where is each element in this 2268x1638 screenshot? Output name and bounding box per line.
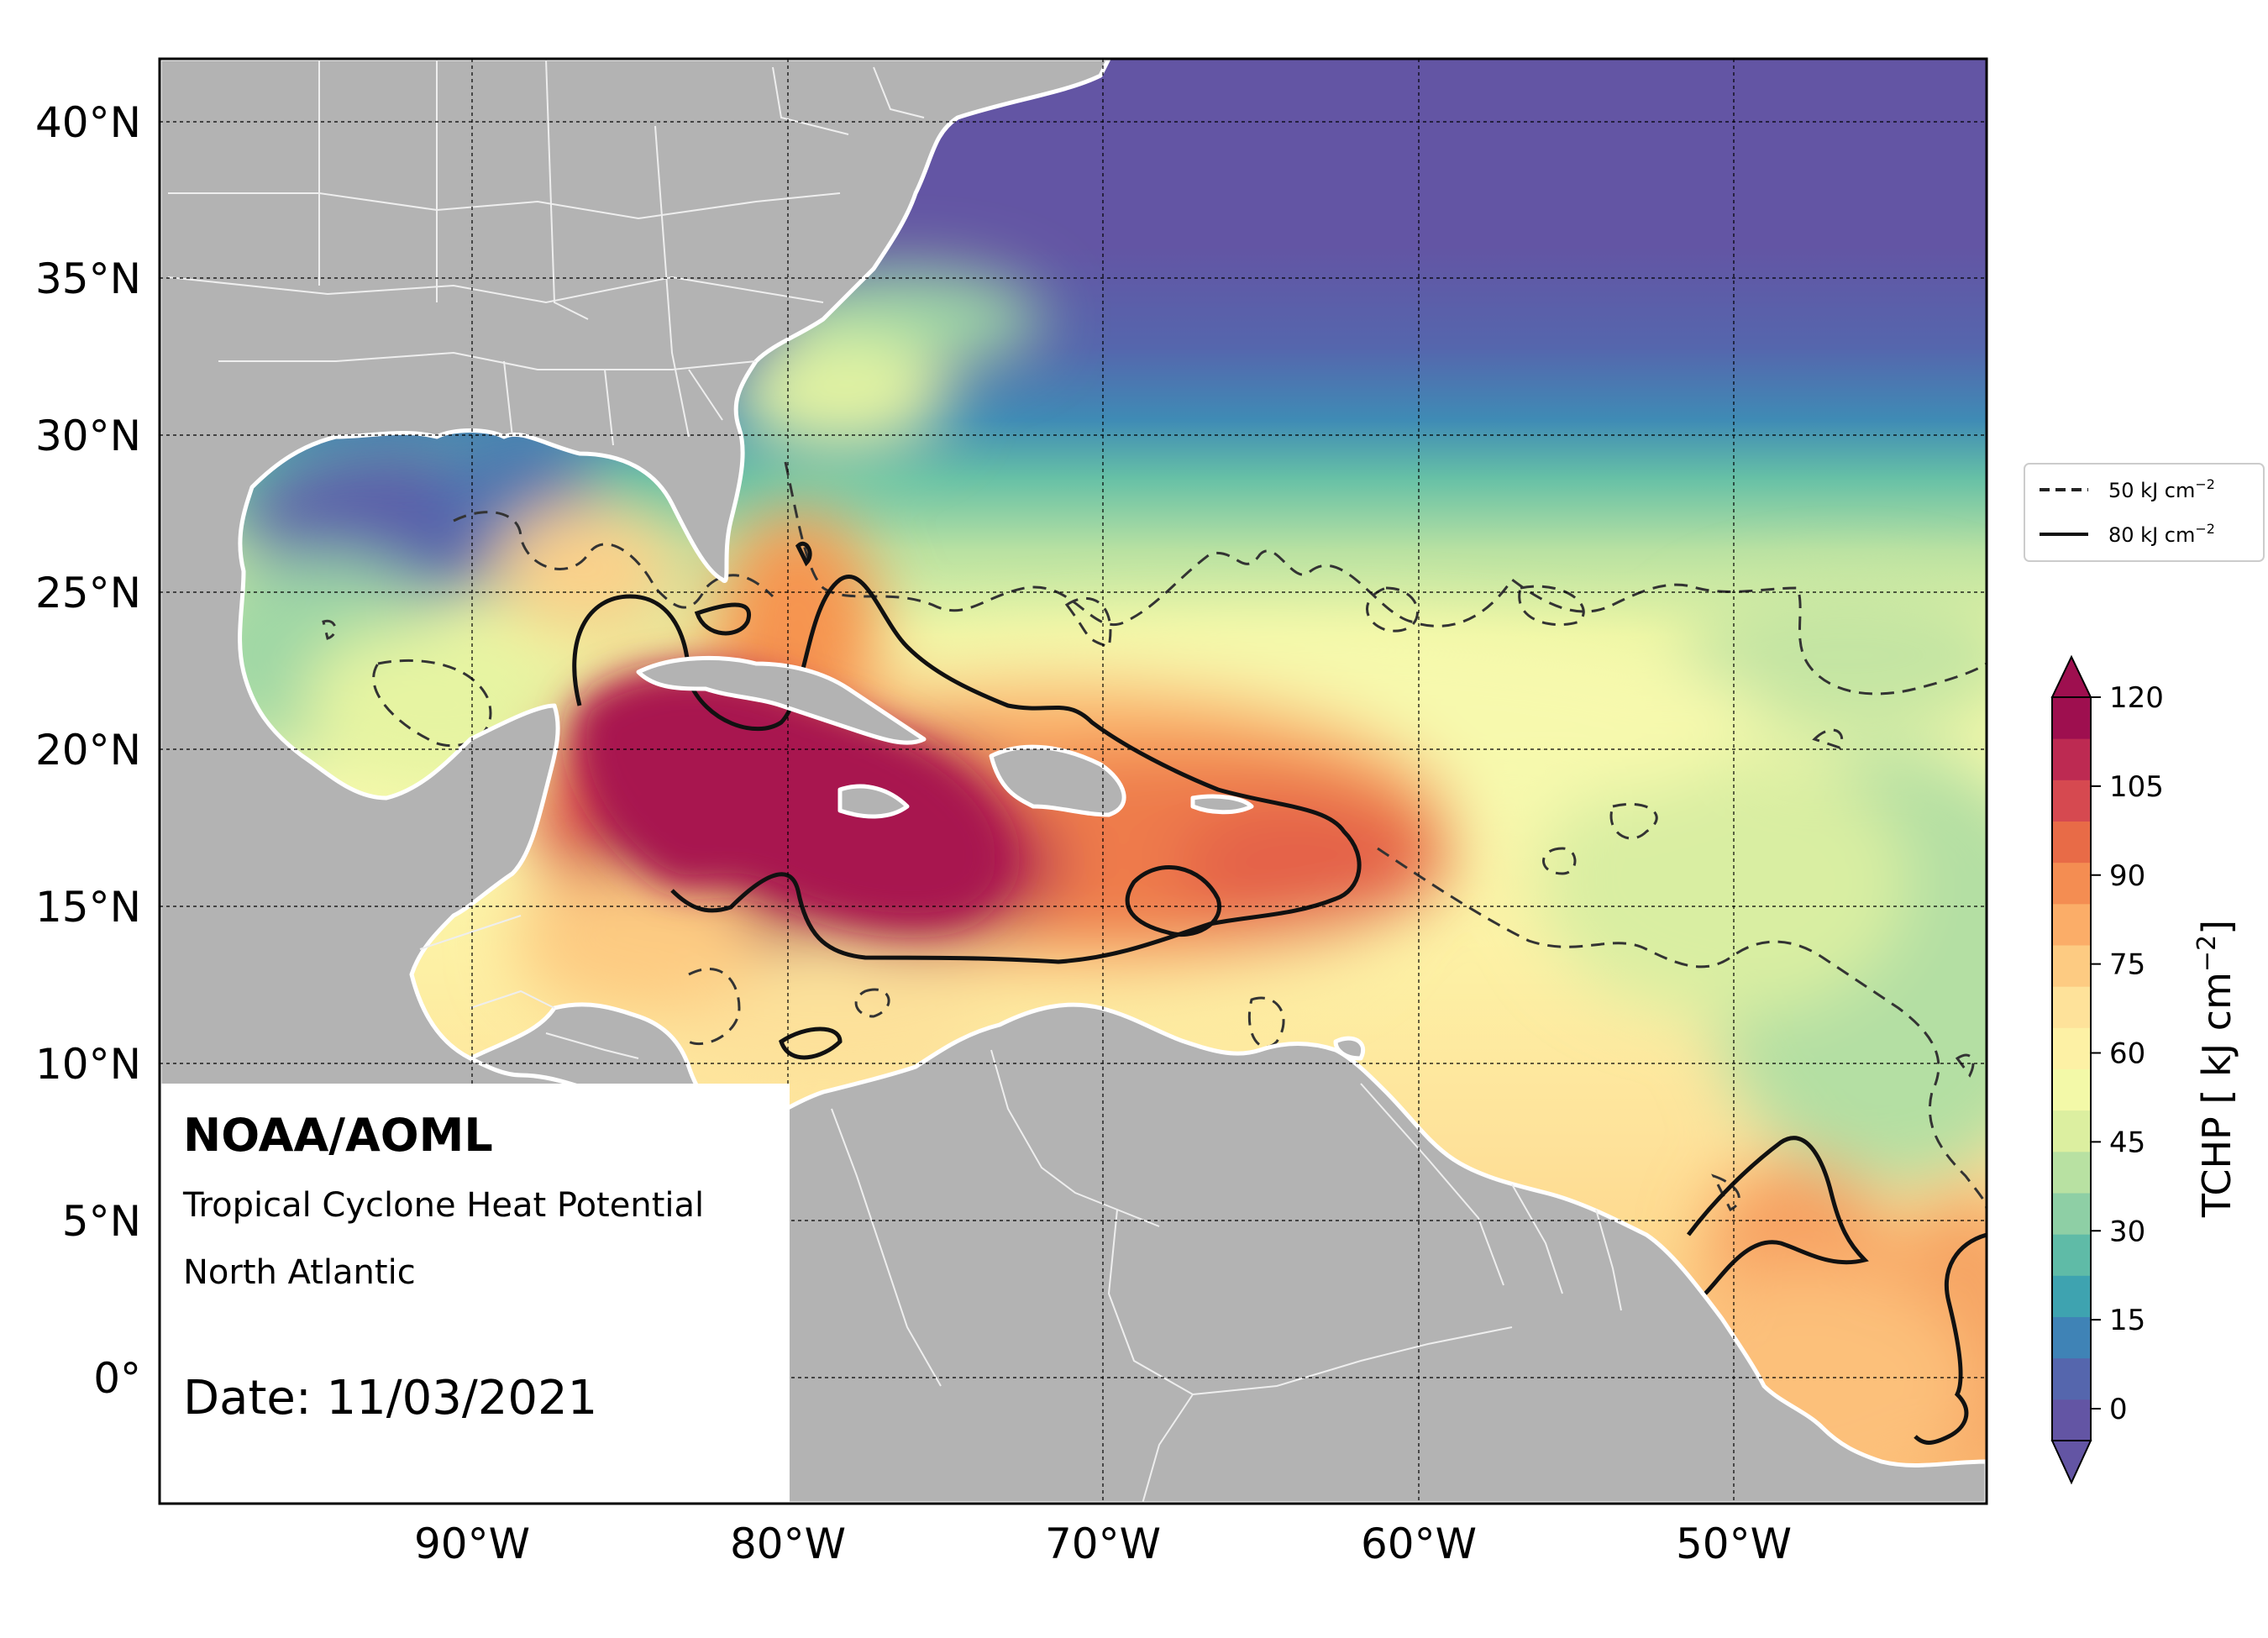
region-label: North Atlantic [183,1253,416,1292]
legend-box [2024,463,2265,562]
jamaica-land [837,784,910,819]
colorbar-tick-label: 15 [2109,1304,2145,1337]
colorbar-segment [2052,1110,2091,1152]
lat-tick-20n: 20°N [35,726,141,774]
colorbar-segment [2052,1193,2091,1235]
colorbar-tick-label: 75 [2109,948,2145,982]
lat-tick-0: 0° [93,1354,141,1403]
lat-tick-labels: 40°N 35°N 30°N 25°N 20°N 15°N 10°N 5°N 0… [35,98,141,1403]
hispaniola-land [989,744,1126,817]
lat-tick-30n: 30°N [35,412,141,460]
colorbar-segment [2052,1399,2091,1441]
trinidad-land [1333,1036,1366,1061]
info-box-bg [160,1084,790,1504]
lat-tick-10n: 10°N [35,1040,141,1089]
lon-tick-80w: 80°W [730,1520,846,1568]
colorbar: 120 105 90 75 60 45 30 15 0 TCHP [ kJ cm−2] [2050,654,2239,1485]
lat-tick-25n: 25°N [35,569,141,617]
colorbar-min-arrow [2050,1440,2092,1485]
colorbar-segment [2052,862,2091,905]
colorbar-frame [2051,696,2092,1441]
contour-80 [572,542,1987,1445]
colorbar-segment [2052,738,2091,780]
lat-tick-35n: 35°N [35,255,141,303]
colorbar-ticks: 120 105 90 75 60 45 30 15 0 [2091,681,2164,1426]
product-label: Tropical Cyclone Heat Potential [182,1186,704,1225]
colorbar-max-arrow [2050,654,2092,698]
colorbar-segment [2052,1357,2091,1400]
map-frame [158,57,1988,1505]
colorbar-segments [2052,697,2091,1441]
cuba-land [636,655,927,745]
org-label: NOAA/AOML [183,1109,493,1162]
legend-item-50: 50 kJ cm−2 [2108,476,2215,502]
colorbar-tick-label: 60 [2109,1037,2145,1071]
lon-tick-60w: 60°W [1361,1520,1477,1568]
political-borders [167,59,1622,1504]
puerto-rico-land [1190,794,1254,815]
south-america-land [737,1002,1987,1504]
colorbar-segment [2052,1151,2091,1194]
colorbar-segment [2052,986,2091,1028]
lon-tick-90w: 90°W [414,1520,530,1568]
legend-item-80: 80 kJ cm−2 [2108,521,2215,547]
colorbar-segment [2052,1068,2091,1111]
lat-tick-15n: 15°N [35,883,141,932]
colorbar-tick-label: 30 [2109,1215,2145,1248]
lat-tick-40n: 40°N [35,98,141,147]
colorbar-segment [2052,1275,2091,1317]
colorbar-segment [2052,821,2091,864]
colorbar-tick-label: 45 [2109,1126,2145,1159]
colorbar-tick-label: 0 [2109,1393,2128,1426]
colorbar-tick-label: 120 [2109,681,2164,715]
colorbar-label: TCHP [ kJ cm−2] [2192,920,2239,1218]
colorbar-tick-label: 105 [2109,770,2164,804]
colorbar-segment [2052,903,2091,946]
date-label: Date: 11/03/2021 [183,1371,597,1425]
lon-tick-70w: 70°W [1045,1520,1161,1568]
colorbar-segment [2052,1027,2091,1069]
colorbar-segment [2052,1234,2091,1276]
contour-legend: 50 kJ cm−2 80 kJ cm−2 [2024,463,2265,562]
lon-tick-50w: 50°W [1676,1520,1792,1568]
colorbar-tick-label: 90 [2109,859,2145,893]
colorbar-segment [2052,1316,2091,1359]
colorbar-segment [2052,945,2091,987]
lat-tick-5n: 5°N [62,1197,141,1246]
map-panel [160,59,1987,1504]
colorbar-segment [2052,780,2091,822]
contour-50 [322,461,1987,1212]
lon-tick-labels: 90°W 80°W 70°W 60°W 50°W [414,1520,1792,1568]
colorbar-segment [2052,697,2091,739]
